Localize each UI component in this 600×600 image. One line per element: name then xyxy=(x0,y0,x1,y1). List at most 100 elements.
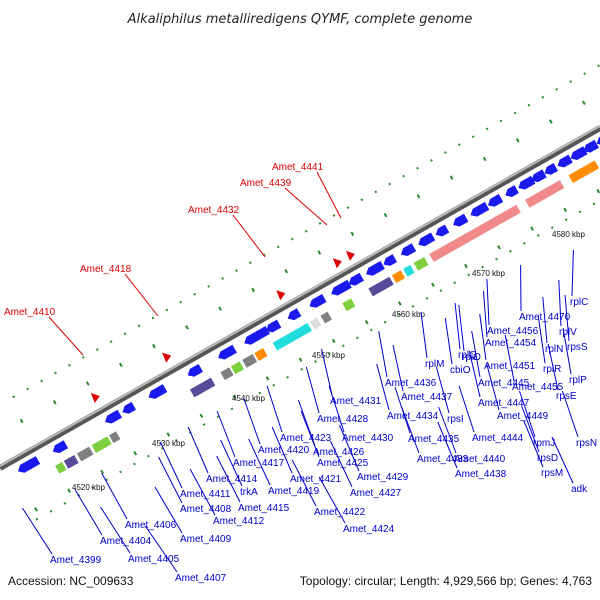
gc-dot-outer xyxy=(290,237,294,241)
blue-leader-line xyxy=(378,330,388,378)
gene-block xyxy=(320,311,332,324)
gc-dot-outer xyxy=(569,80,573,83)
blue-gene-label: Amet_4451 xyxy=(484,361,536,372)
blue-leader-line xyxy=(243,397,261,445)
blue-gene-label: Amet_4449 xyxy=(497,411,549,422)
blue-gene-label: adk xyxy=(571,484,588,495)
red-leader-line xyxy=(284,187,328,226)
gc-dot-inner xyxy=(202,423,206,426)
blue-leader-line xyxy=(216,455,241,503)
gene-arrow xyxy=(122,401,136,414)
blue-leader-line xyxy=(420,311,428,359)
accession-text: Accession: NC_009633 xyxy=(8,574,134,588)
blue-gene-label: trkA xyxy=(240,487,258,498)
gene-arrow xyxy=(583,139,599,153)
blue-gene-label: rplP xyxy=(569,375,587,386)
gene-block xyxy=(76,446,94,462)
blue-gene-label: rpsM xyxy=(541,468,563,479)
red-labels: Amet_4410 Amet_4418 Amet_4432 Amet_4439 Amet… xyxy=(4,162,324,318)
blue-gene-label: Amet_4470 xyxy=(519,312,571,323)
gc-tick-inner xyxy=(563,207,568,213)
gc-dot-inner xyxy=(119,470,122,474)
blue-leader-line xyxy=(159,441,183,489)
gc-tick-inner xyxy=(331,338,336,344)
blue-gene-label: Amet_4437 xyxy=(401,392,453,403)
gene-block xyxy=(342,298,356,312)
pseudogene-marker xyxy=(345,250,355,261)
kbp-label: 4520 kbp xyxy=(72,483,105,492)
red-gene-label: Amet_4439 xyxy=(240,178,292,189)
blue-leader-line xyxy=(297,399,316,447)
gene-block xyxy=(220,367,234,381)
blue-gene-label: Amet_4419 xyxy=(268,486,320,497)
gene-block xyxy=(63,454,79,469)
gc-dot-outer xyxy=(207,285,211,288)
blue-leader-line xyxy=(266,385,283,433)
blue-gene-label: rplC xyxy=(570,297,588,308)
blue-labels: Amet_4399Amet_4404Amet_4405Amet_4406Amet… xyxy=(50,297,597,584)
blue-leader-line xyxy=(74,488,103,536)
blue-gene-label: Amet_4430 xyxy=(342,433,394,444)
gene-block xyxy=(189,377,216,398)
gc-dot-inner xyxy=(91,486,95,489)
gc-dot-outer xyxy=(40,379,43,383)
blue-gene-label: Amet_4414 xyxy=(206,474,258,485)
gc-dot-inner xyxy=(272,383,276,387)
blue-gene-label: Amet_4445 xyxy=(478,378,530,389)
gc-dot-outer xyxy=(54,371,57,375)
blue-leader-line xyxy=(392,344,404,392)
blue-gene-label: rpsD xyxy=(537,453,558,464)
gc-dot-inner xyxy=(495,257,498,261)
gene-arrow xyxy=(557,154,573,168)
blue-gene-label: rpsN xyxy=(576,438,597,449)
gene-arrow xyxy=(17,456,41,473)
blue-gene-label: rplV xyxy=(559,327,577,338)
blue-gene-label: Amet_4429 xyxy=(357,472,409,483)
gc-dot-outer xyxy=(151,316,155,320)
pseudogene-marker xyxy=(90,392,100,403)
blue-leader-line xyxy=(542,296,548,344)
blue-leader-line xyxy=(318,476,346,524)
gc-tick-outer xyxy=(185,325,189,330)
pseudogene-marker xyxy=(276,290,286,301)
blue-gene-label: Amet_4417 xyxy=(233,458,285,469)
gene-block xyxy=(230,361,245,375)
gc-dot-outer xyxy=(555,88,559,91)
gene-block xyxy=(391,270,406,284)
blue-gene-label: Amet_4421 xyxy=(290,474,342,485)
kbp-label: 4540 kbp xyxy=(232,394,265,403)
blue-gene-label: Amet_4436 xyxy=(385,378,437,389)
gene-arrow xyxy=(435,224,450,237)
gc-tick-outer xyxy=(19,418,24,424)
gc-dot-outer xyxy=(123,332,127,336)
gene-arrow xyxy=(218,344,237,360)
gene-arrow xyxy=(331,279,352,296)
gene-track xyxy=(17,136,600,474)
gc-dot-outer xyxy=(583,72,586,76)
gc-dot-outer xyxy=(332,214,336,217)
gc-dot-inner xyxy=(133,462,136,466)
gc-tick-outer xyxy=(52,400,57,405)
gc-dot-outer xyxy=(513,111,517,115)
gc-dot-inner xyxy=(216,415,220,419)
red-leader-line xyxy=(232,214,266,258)
gc-tick-inner xyxy=(298,357,303,362)
gc-dot-outer xyxy=(109,340,113,343)
blue-gene-label: Amet_4456 xyxy=(487,326,539,337)
gene-block xyxy=(368,276,394,297)
gc-dot-outer xyxy=(499,119,503,123)
blue-leader-line xyxy=(435,366,450,414)
gc-tick-outer xyxy=(85,381,90,386)
blue-gene-label: Amet_4433 xyxy=(417,454,469,465)
gc-dot-inner xyxy=(147,454,150,458)
blue-leader-line xyxy=(551,436,574,484)
blue-leader-line xyxy=(154,486,183,534)
gc-dot-outer xyxy=(26,387,29,391)
blue-leader-line xyxy=(438,406,457,454)
gc-tick-outer xyxy=(582,100,586,106)
blue-leader-line xyxy=(338,424,360,472)
blue-leader-line xyxy=(458,385,475,433)
gc-dot-inner xyxy=(592,202,596,206)
gene-arrow xyxy=(287,308,302,321)
gene-block xyxy=(272,322,312,351)
